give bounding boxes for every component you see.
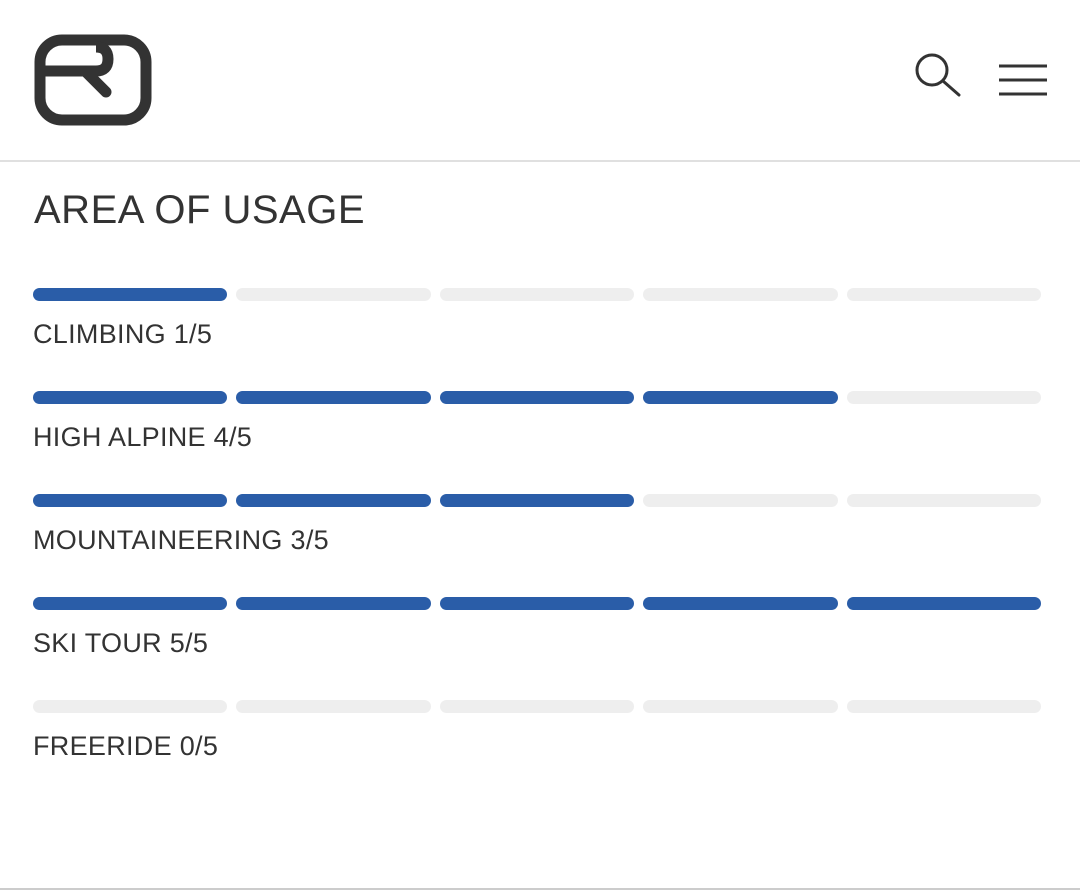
rating-segment-filled xyxy=(33,597,228,610)
rating-segment-empty xyxy=(846,391,1042,404)
rating-bar xyxy=(33,288,1042,301)
rating-segment-filled xyxy=(643,597,838,610)
rating-segment-empty xyxy=(846,494,1042,507)
rating-segment-filled xyxy=(439,597,635,610)
rating-segment-empty xyxy=(846,700,1042,713)
rating-segment-filled xyxy=(33,288,228,301)
hamburger-menu-icon xyxy=(999,64,1047,96)
rating-segment-filled xyxy=(236,494,431,507)
usage-label: HIGH ALPINE 4/5 xyxy=(33,422,253,452)
rating-segment-filled xyxy=(33,391,228,404)
rating-bar xyxy=(33,597,1042,610)
rating-segment-filled xyxy=(236,597,431,610)
rating-segment-empty xyxy=(643,700,838,713)
rating-segment-empty xyxy=(439,288,635,301)
rating-segment-filled xyxy=(643,391,838,404)
rating-bar xyxy=(33,391,1042,404)
rating-segment-filled xyxy=(846,597,1042,610)
ortovox-logo-icon[interactable] xyxy=(34,34,152,126)
rating-segment-filled xyxy=(439,494,635,507)
usage-rating-item: HIGH ALPINE 4/5 xyxy=(33,391,1042,494)
usage-rating-item: MOUNTAINEERING 3/5 xyxy=(33,494,1042,597)
search-icon xyxy=(915,53,961,97)
rating-segment-empty xyxy=(236,700,431,713)
rating-segment-empty xyxy=(33,700,228,713)
usage-rating-list: CLIMBING 1/5 HIGH ALPINE 4/5 MOUNTAINEERIN… xyxy=(33,288,1042,803)
usage-label: MOUNTAINEERING 3/5 xyxy=(33,525,329,555)
usage-rating-item: CLIMBING 1/5 xyxy=(33,288,1042,391)
rating-segment-filled xyxy=(439,391,635,404)
section-title: AREA OF USAGE xyxy=(34,188,366,232)
usage-rating-item: FREERIDE 0/5 xyxy=(33,700,1042,803)
divider xyxy=(0,888,1080,890)
rating-segment-empty xyxy=(846,288,1042,301)
rating-segment-empty xyxy=(439,700,635,713)
menu-button[interactable] xyxy=(996,58,1050,102)
rating-segment-filled xyxy=(236,391,431,404)
usage-label: SKI TOUR 5/5 xyxy=(33,628,209,658)
usage-label: CLIMBING 1/5 xyxy=(33,319,213,349)
usage-rating-item: SKI TOUR 5/5 xyxy=(33,597,1042,700)
rating-segment-empty xyxy=(236,288,431,301)
rating-segment-empty xyxy=(643,494,838,507)
rating-segment-empty xyxy=(643,288,838,301)
search-button[interactable] xyxy=(912,50,964,100)
rating-bar xyxy=(33,700,1042,713)
usage-label: FREERIDE 0/5 xyxy=(33,731,219,761)
rating-segment-filled xyxy=(33,494,228,507)
site-header xyxy=(0,0,1080,162)
rating-bar xyxy=(33,494,1042,507)
